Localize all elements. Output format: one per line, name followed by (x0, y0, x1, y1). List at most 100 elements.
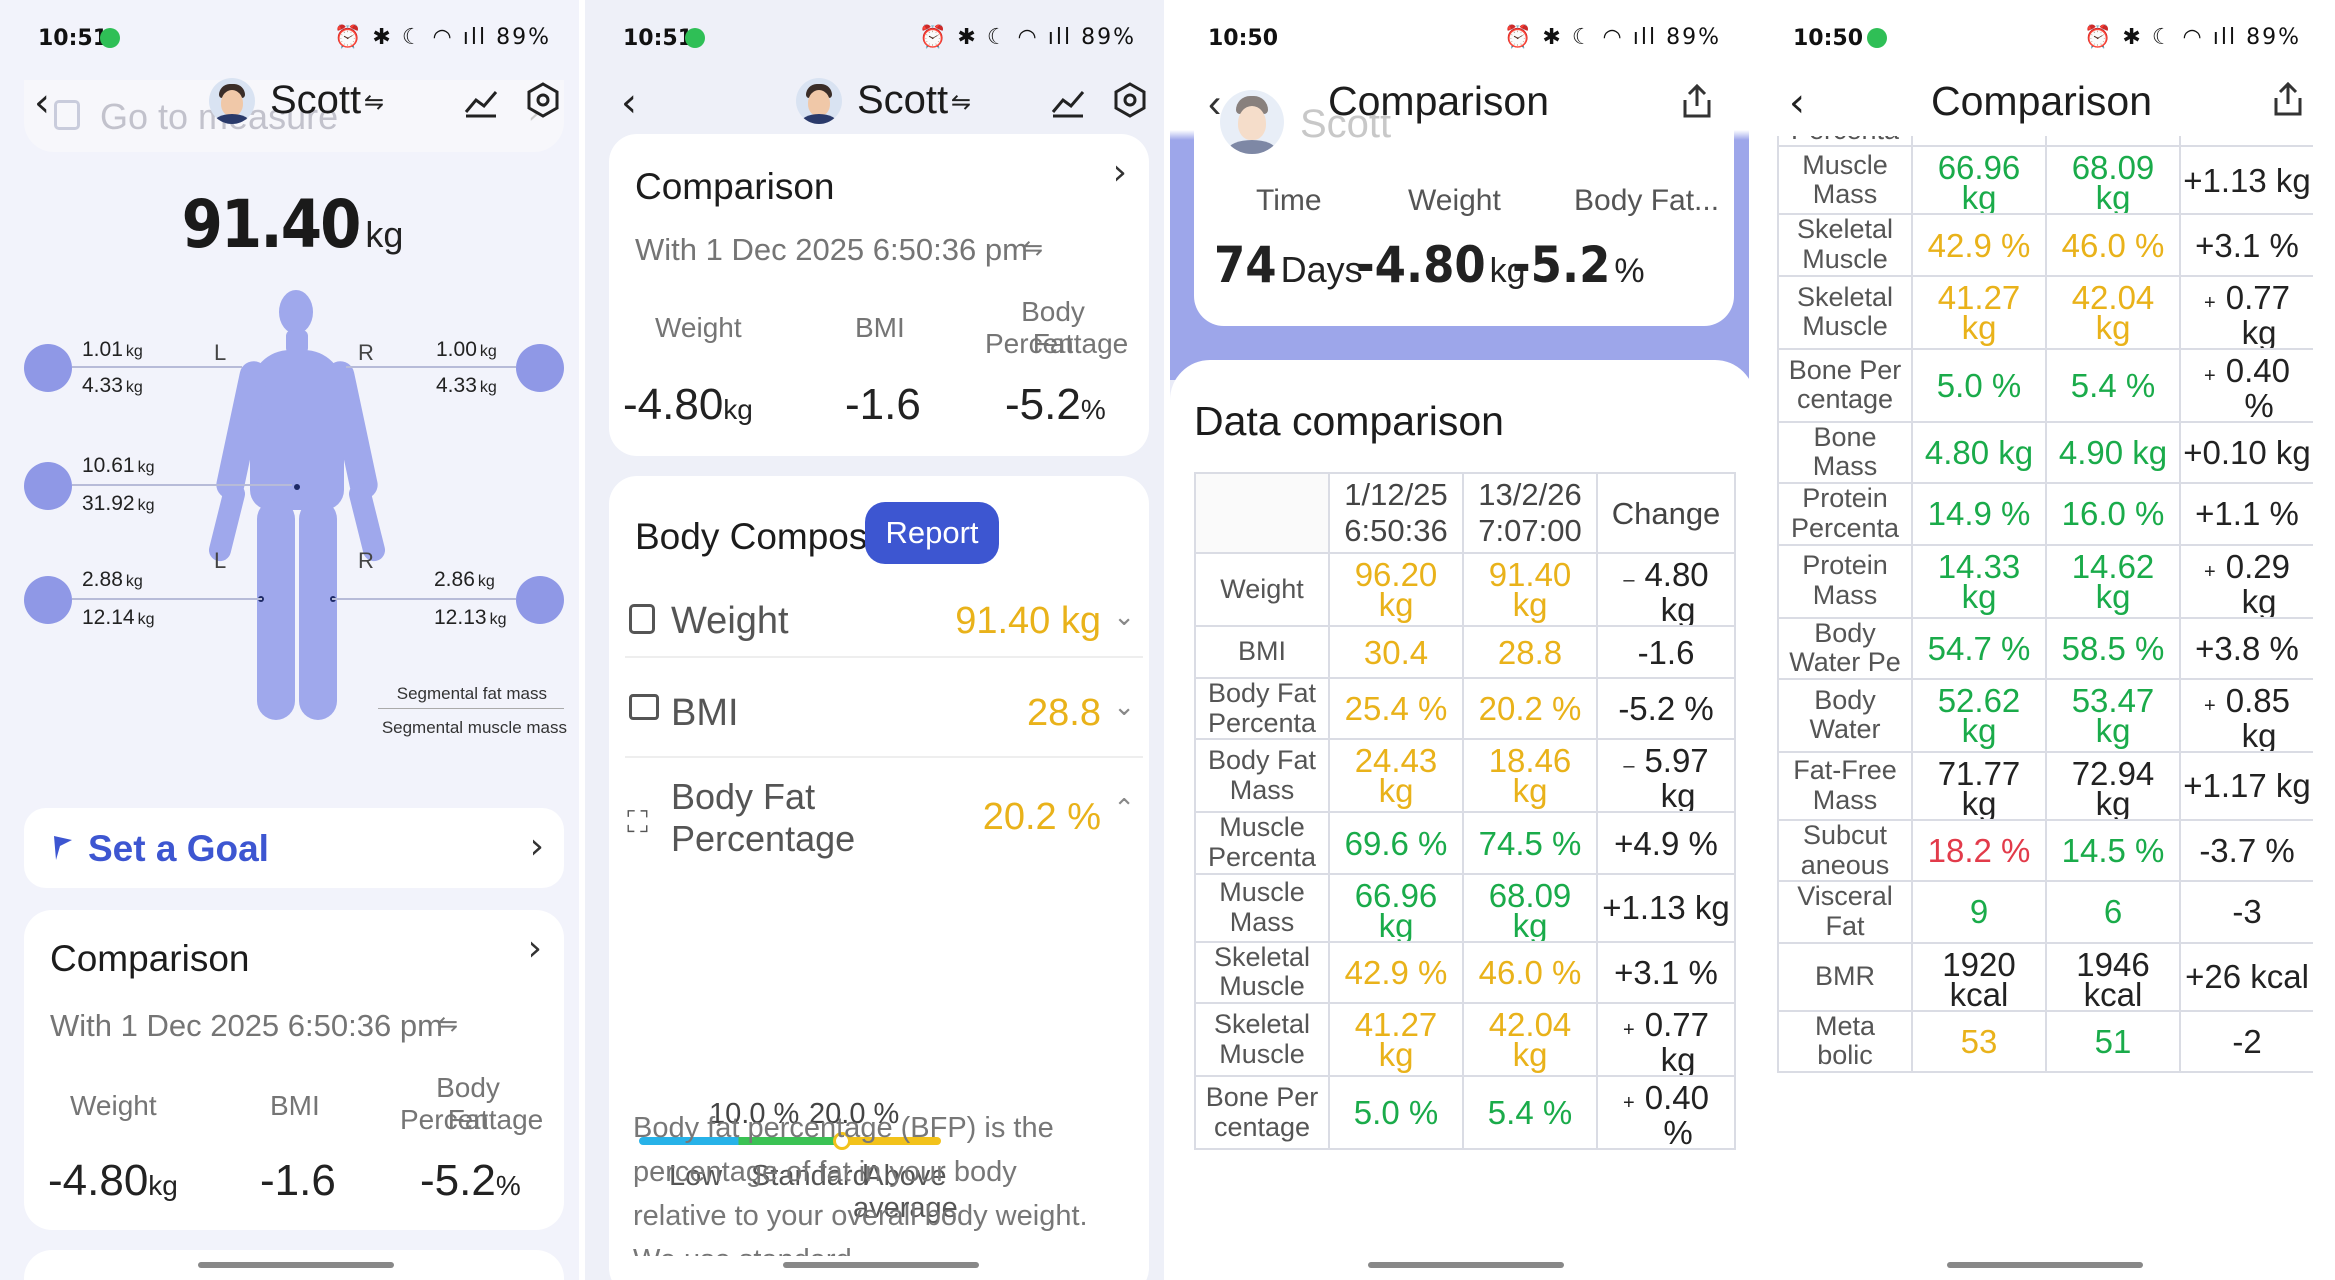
table-row: Fat-Free Mass 71.77 kg 72.94 kg +1.17 kg (1777, 750, 2313, 821)
status-time: 10:51 (623, 26, 694, 51)
comparison-weight-value: -4.80kg (623, 380, 753, 429)
avatar[interactable] (209, 78, 255, 124)
weight-label: Weight (1408, 184, 1501, 217)
user-name[interactable]: Scott (270, 78, 362, 122)
row-label: Bone Mass (1777, 420, 1913, 485)
switch-arrows-icon[interactable]: ⇋ (438, 1011, 459, 1038)
table-row: Meta bolic 53 51 -2 (1777, 1009, 2313, 1074)
switch-user-icon[interactable]: ⇋ (364, 89, 385, 116)
home-indicator (1368, 1262, 1564, 1268)
row-label: Skeletal Muscle (1194, 1002, 1330, 1078)
back-arrow-icon[interactable]: ‹ (1789, 80, 1805, 126)
trunk-icon (24, 462, 72, 510)
table-row: Skeletal Muscle 42.9 % 46.0 % +3.1 % (1194, 940, 1736, 1005)
switch-arrows-icon[interactable]: ⇋ (1023, 235, 1044, 262)
share-icon[interactable] (2273, 82, 2303, 116)
scale-icon (54, 100, 80, 130)
left-arm-icon (24, 344, 72, 392)
weight-value: 91.40 (181, 186, 362, 263)
comparison-with: With 1 Dec 2025 6:50:36 pm (635, 232, 1028, 267)
value-before: 54.7 % (1911, 616, 2047, 680)
comparison-table: 1/12/25 6:50:36 13/2/26 7:07:00 Change Wei… (1194, 472, 1736, 1151)
avatar (1220, 90, 1284, 154)
value-after: 74.5 % (2045, 136, 2181, 148)
scale-icon (629, 604, 655, 634)
value-change: +4.9 % (2179, 136, 2313, 148)
comparison-bodyfat-label: Body Fat (436, 1072, 500, 1135)
value-change: -2 (2179, 1009, 2313, 1074)
bmi-row[interactable]: BMI 28.8 ⌄ (625, 674, 1143, 758)
value-after: 14.62 kg (2045, 543, 2181, 619)
body-fat-row[interactable]: ⛶ Body Fat Percentage 20.2 % ⌃ (625, 776, 1143, 886)
settings-hex-icon[interactable] (526, 82, 560, 118)
battery-level: 89% (1666, 25, 1721, 50)
value-after: 46.0 % (1462, 940, 1598, 1005)
value-change: +26 kcal (2179, 941, 2313, 1012)
body-fat-marker (833, 1132, 851, 1150)
value-before: 41.27 kg (1911, 274, 2047, 350)
chevron-down-icon: ⌄ (1113, 602, 1135, 632)
value-after: 5.4 % (2045, 347, 2181, 423)
status-icons: ⏰ ✱ ☾ ◠ ıll 89% (2084, 25, 2301, 50)
chevron-right-icon[interactable]: › (527, 928, 542, 969)
value-after: 14.5 % (2045, 818, 2181, 883)
chevron-up-icon: ⌃ (1113, 794, 1135, 824)
value-after: 46.0 % (2045, 213, 2181, 277)
value-before: 24.43 kg (1328, 738, 1464, 814)
comparison-card[interactable]: Comparison › With 1 Dec 2025 6:50:36 pm … (609, 134, 1149, 456)
comparison-bodyfat-value: -5.2% (1005, 380, 1106, 429)
back-arrow-icon[interactable]: ‹ (1208, 82, 1222, 126)
whatsapp-icon (685, 28, 705, 48)
value-before: 25.4 % (1328, 676, 1464, 741)
right-leg-fat: 2.86 kg (434, 568, 495, 591)
comparison-bodyfat-label-2: Percentage (400, 1104, 544, 1135)
value-change: +1.17 kg (2179, 750, 2313, 821)
data-comparison-title: Data comparison (1194, 398, 1504, 444)
value-change: +1.13 kg (2179, 145, 2313, 216)
body-fat-icon: ⛶ (627, 806, 648, 839)
comparison-bodyfat-value: -5.2% (420, 1156, 521, 1205)
left-arm-fat: 1.01 kg (82, 338, 143, 361)
row-label: Body Fat Mass (1194, 738, 1330, 814)
back-arrow-icon[interactable]: ‹ (621, 80, 637, 126)
battery-level: 89% (1081, 25, 1136, 50)
value-after: 6 (2045, 880, 2181, 944)
switch-user-icon[interactable]: ⇋ (951, 89, 972, 116)
comparison-bmi-value: -1.6 (845, 380, 921, 429)
status-icons: ⏰ ✱ ☾ ◠ ıll 89% (1504, 25, 1721, 50)
value-before: 9 (1911, 880, 2047, 944)
value-after: 72.94 kg (2045, 750, 2181, 821)
status-bar: 10:50 ⏰ ✱ ☾ ◠ ıll 89% (1755, 0, 2335, 80)
value-change: +0.77 kg (2179, 274, 2313, 350)
value-after: 68.09 kg (1462, 872, 1598, 943)
row-label: Subcut aneous (1777, 818, 1913, 883)
table-row: Visceral Fat 9 6 -3 (1777, 880, 2313, 944)
trend-chart-icon[interactable] (464, 86, 498, 118)
table-row: BMI 30.4 28.8 -1.6 (1194, 625, 1736, 679)
comparison-card[interactable]: Comparison › With 1 Dec 2025 6:50:36 pm … (24, 910, 564, 1230)
trend-chart-icon[interactable] (1051, 86, 1085, 118)
settings-hex-icon[interactable] (1113, 82, 1147, 118)
value-change: –4.80 kg (1596, 552, 1736, 627)
left-arm-muscle: 4.33 kg (82, 374, 143, 397)
value-change: +1.13 kg (1596, 872, 1736, 943)
comparison-bmi-label: BMI (855, 312, 905, 343)
time-value: 74 Days (1214, 236, 1363, 294)
table-row: Bone Mass 4.80 kg 4.90 kg +0.10 kg (1777, 420, 2313, 485)
value-change: +3.1 % (1596, 940, 1736, 1005)
value-change: +0.77 kg (1596, 1002, 1736, 1078)
share-icon[interactable] (1682, 84, 1712, 118)
back-arrow-icon[interactable]: ‹ (34, 80, 50, 126)
report-button[interactable]: Report (865, 502, 999, 564)
legend-muscle: Segmental muscle mass (381, 718, 567, 737)
threshold-high: 20.0 % (809, 1098, 900, 1130)
weight-row[interactable]: Weight 91.40 kg ⌄ (625, 584, 1143, 658)
user-name[interactable]: Scott (857, 78, 949, 122)
row-label: Fat-Free Mass (1777, 750, 1913, 821)
status-time: 10:50 (1793, 26, 1864, 51)
chevron-right-icon[interactable]: › (1112, 152, 1127, 193)
set-goal-button[interactable]: Set a Goal › (24, 808, 564, 888)
row-label: Body Fat Percenta (1194, 676, 1330, 741)
avatar[interactable] (796, 78, 842, 124)
